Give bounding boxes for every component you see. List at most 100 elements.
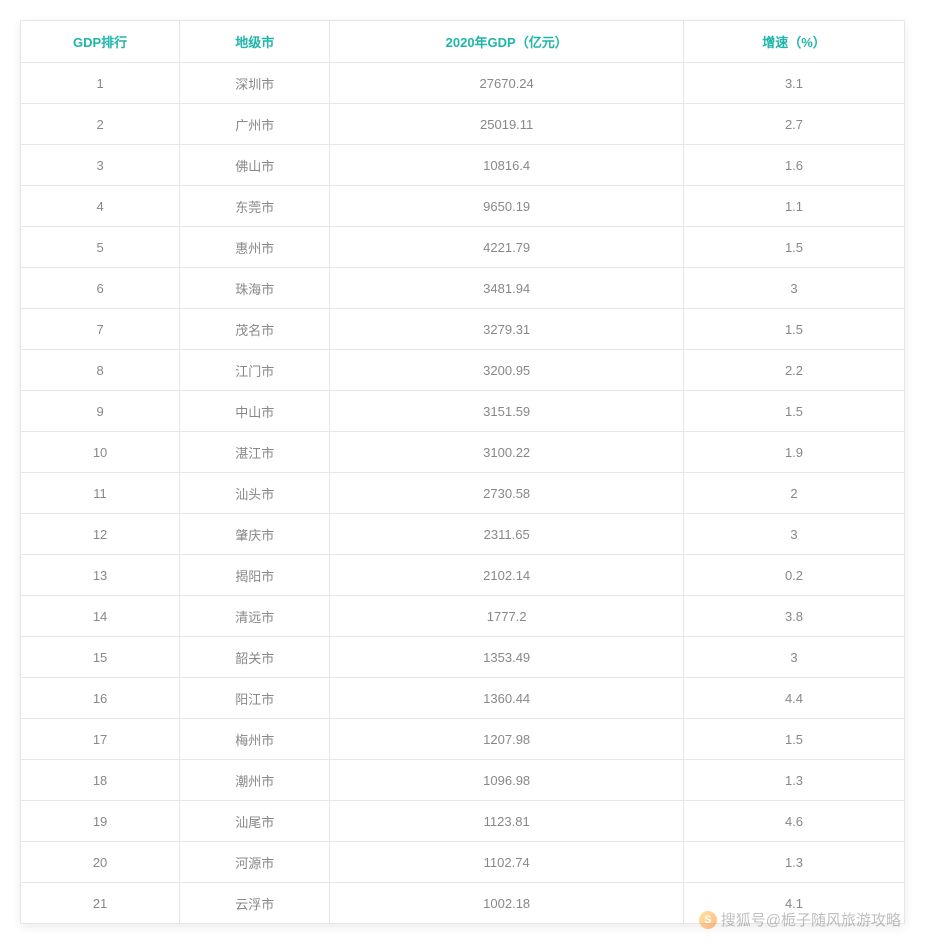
cell-rank: 16 [21,678,180,719]
cell-rank: 9 [21,391,180,432]
cell-rate: 2.2 [683,350,904,391]
cell-rate: 1.6 [683,145,904,186]
cell-rate: 1.3 [683,842,904,883]
cell-rank: 13 [21,555,180,596]
cell-rank: 21 [21,883,180,924]
table-row: 16阳江市1360.444.4 [21,678,905,719]
col-header-gdp: 2020年GDP（亿元） [330,21,684,63]
cell-gdp: 3279.31 [330,309,684,350]
table-row: 11汕头市2730.582 [21,473,905,514]
cell-city: 中山市 [180,391,330,432]
table-row: 9中山市3151.591.5 [21,391,905,432]
cell-gdp: 3100.22 [330,432,684,473]
cell-rank: 7 [21,309,180,350]
table-row: 18潮州市1096.981.3 [21,760,905,801]
cell-city: 汕尾市 [180,801,330,842]
cell-city: 肇庆市 [180,514,330,555]
table-row: 8江门市3200.952.2 [21,350,905,391]
table-row: 21云浮市1002.184.1 [21,883,905,924]
cell-gdp: 3200.95 [330,350,684,391]
cell-city: 潮州市 [180,760,330,801]
cell-gdp: 27670.24 [330,63,684,104]
cell-gdp: 1353.49 [330,637,684,678]
cell-city: 梅州市 [180,719,330,760]
col-header-rate: 增速（%） [683,21,904,63]
table-row: 10湛江市3100.221.9 [21,432,905,473]
cell-rank: 2 [21,104,180,145]
table-row: 7茂名市3279.311.5 [21,309,905,350]
cell-rank: 14 [21,596,180,637]
cell-city: 汕头市 [180,473,330,514]
cell-rate: 4.6 [683,801,904,842]
cell-rate: 3 [683,514,904,555]
table-row: 4东莞市9650.191.1 [21,186,905,227]
table-row: 15韶关市1353.493 [21,637,905,678]
table-row: 3佛山市10816.41.6 [21,145,905,186]
cell-city: 惠州市 [180,227,330,268]
cell-rate: 2.7 [683,104,904,145]
cell-gdp: 25019.11 [330,104,684,145]
cell-rate: 1.5 [683,227,904,268]
table-row: 19汕尾市1123.814.6 [21,801,905,842]
cell-city: 湛江市 [180,432,330,473]
cell-gdp: 2311.65 [330,514,684,555]
cell-rate: 3.1 [683,63,904,104]
cell-city: 茂名市 [180,309,330,350]
cell-gdp: 9650.19 [330,186,684,227]
cell-city: 清远市 [180,596,330,637]
cell-gdp: 2102.14 [330,555,684,596]
table-row: 6珠海市3481.943 [21,268,905,309]
cell-rank: 6 [21,268,180,309]
cell-gdp: 1096.98 [330,760,684,801]
cell-rate: 3.8 [683,596,904,637]
cell-gdp: 1123.81 [330,801,684,842]
cell-rate: 3 [683,268,904,309]
table-row: 14清远市1777.23.8 [21,596,905,637]
cell-city: 云浮市 [180,883,330,924]
cell-gdp: 10816.4 [330,145,684,186]
col-header-rank: GDP排行 [21,21,180,63]
cell-rank: 1 [21,63,180,104]
table-row: 12肇庆市2311.653 [21,514,905,555]
cell-gdp: 1102.74 [330,842,684,883]
cell-gdp: 2730.58 [330,473,684,514]
cell-city: 河源市 [180,842,330,883]
cell-rank: 3 [21,145,180,186]
table-row: 2广州市25019.112.7 [21,104,905,145]
cell-rate: 4.1 [683,883,904,924]
cell-city: 韶关市 [180,637,330,678]
cell-gdp: 4221.79 [330,227,684,268]
cell-city: 阳江市 [180,678,330,719]
table-row: 5惠州市4221.791.5 [21,227,905,268]
cell-rate: 3 [683,637,904,678]
cell-city: 江门市 [180,350,330,391]
data-table: GDP排行 地级市 2020年GDP（亿元） 增速（%） 1深圳市27670.2… [20,20,905,924]
cell-city: 珠海市 [180,268,330,309]
cell-rank: 12 [21,514,180,555]
table-row: 1深圳市27670.243.1 [21,63,905,104]
cell-rate: 4.4 [683,678,904,719]
table-body: 1深圳市27670.243.12广州市25019.112.73佛山市10816.… [21,63,905,924]
cell-gdp: 1002.18 [330,883,684,924]
cell-rate: 2 [683,473,904,514]
cell-rate: 0.2 [683,555,904,596]
cell-rate: 1.3 [683,760,904,801]
cell-gdp: 1207.98 [330,719,684,760]
cell-rate: 1.9 [683,432,904,473]
cell-gdp: 3151.59 [330,391,684,432]
cell-rank: 19 [21,801,180,842]
cell-rate: 1.5 [683,309,904,350]
cell-rank: 8 [21,350,180,391]
cell-rank: 5 [21,227,180,268]
cell-rate: 1.5 [683,719,904,760]
cell-rank: 17 [21,719,180,760]
gdp-ranking-table: GDP排行 地级市 2020年GDP（亿元） 增速（%） 1深圳市27670.2… [20,20,905,924]
cell-city: 深圳市 [180,63,330,104]
table-row: 20河源市1102.741.3 [21,842,905,883]
cell-gdp: 3481.94 [330,268,684,309]
cell-rank: 18 [21,760,180,801]
cell-rank: 4 [21,186,180,227]
cell-rank: 11 [21,473,180,514]
cell-rate: 1.5 [683,391,904,432]
cell-rank: 20 [21,842,180,883]
